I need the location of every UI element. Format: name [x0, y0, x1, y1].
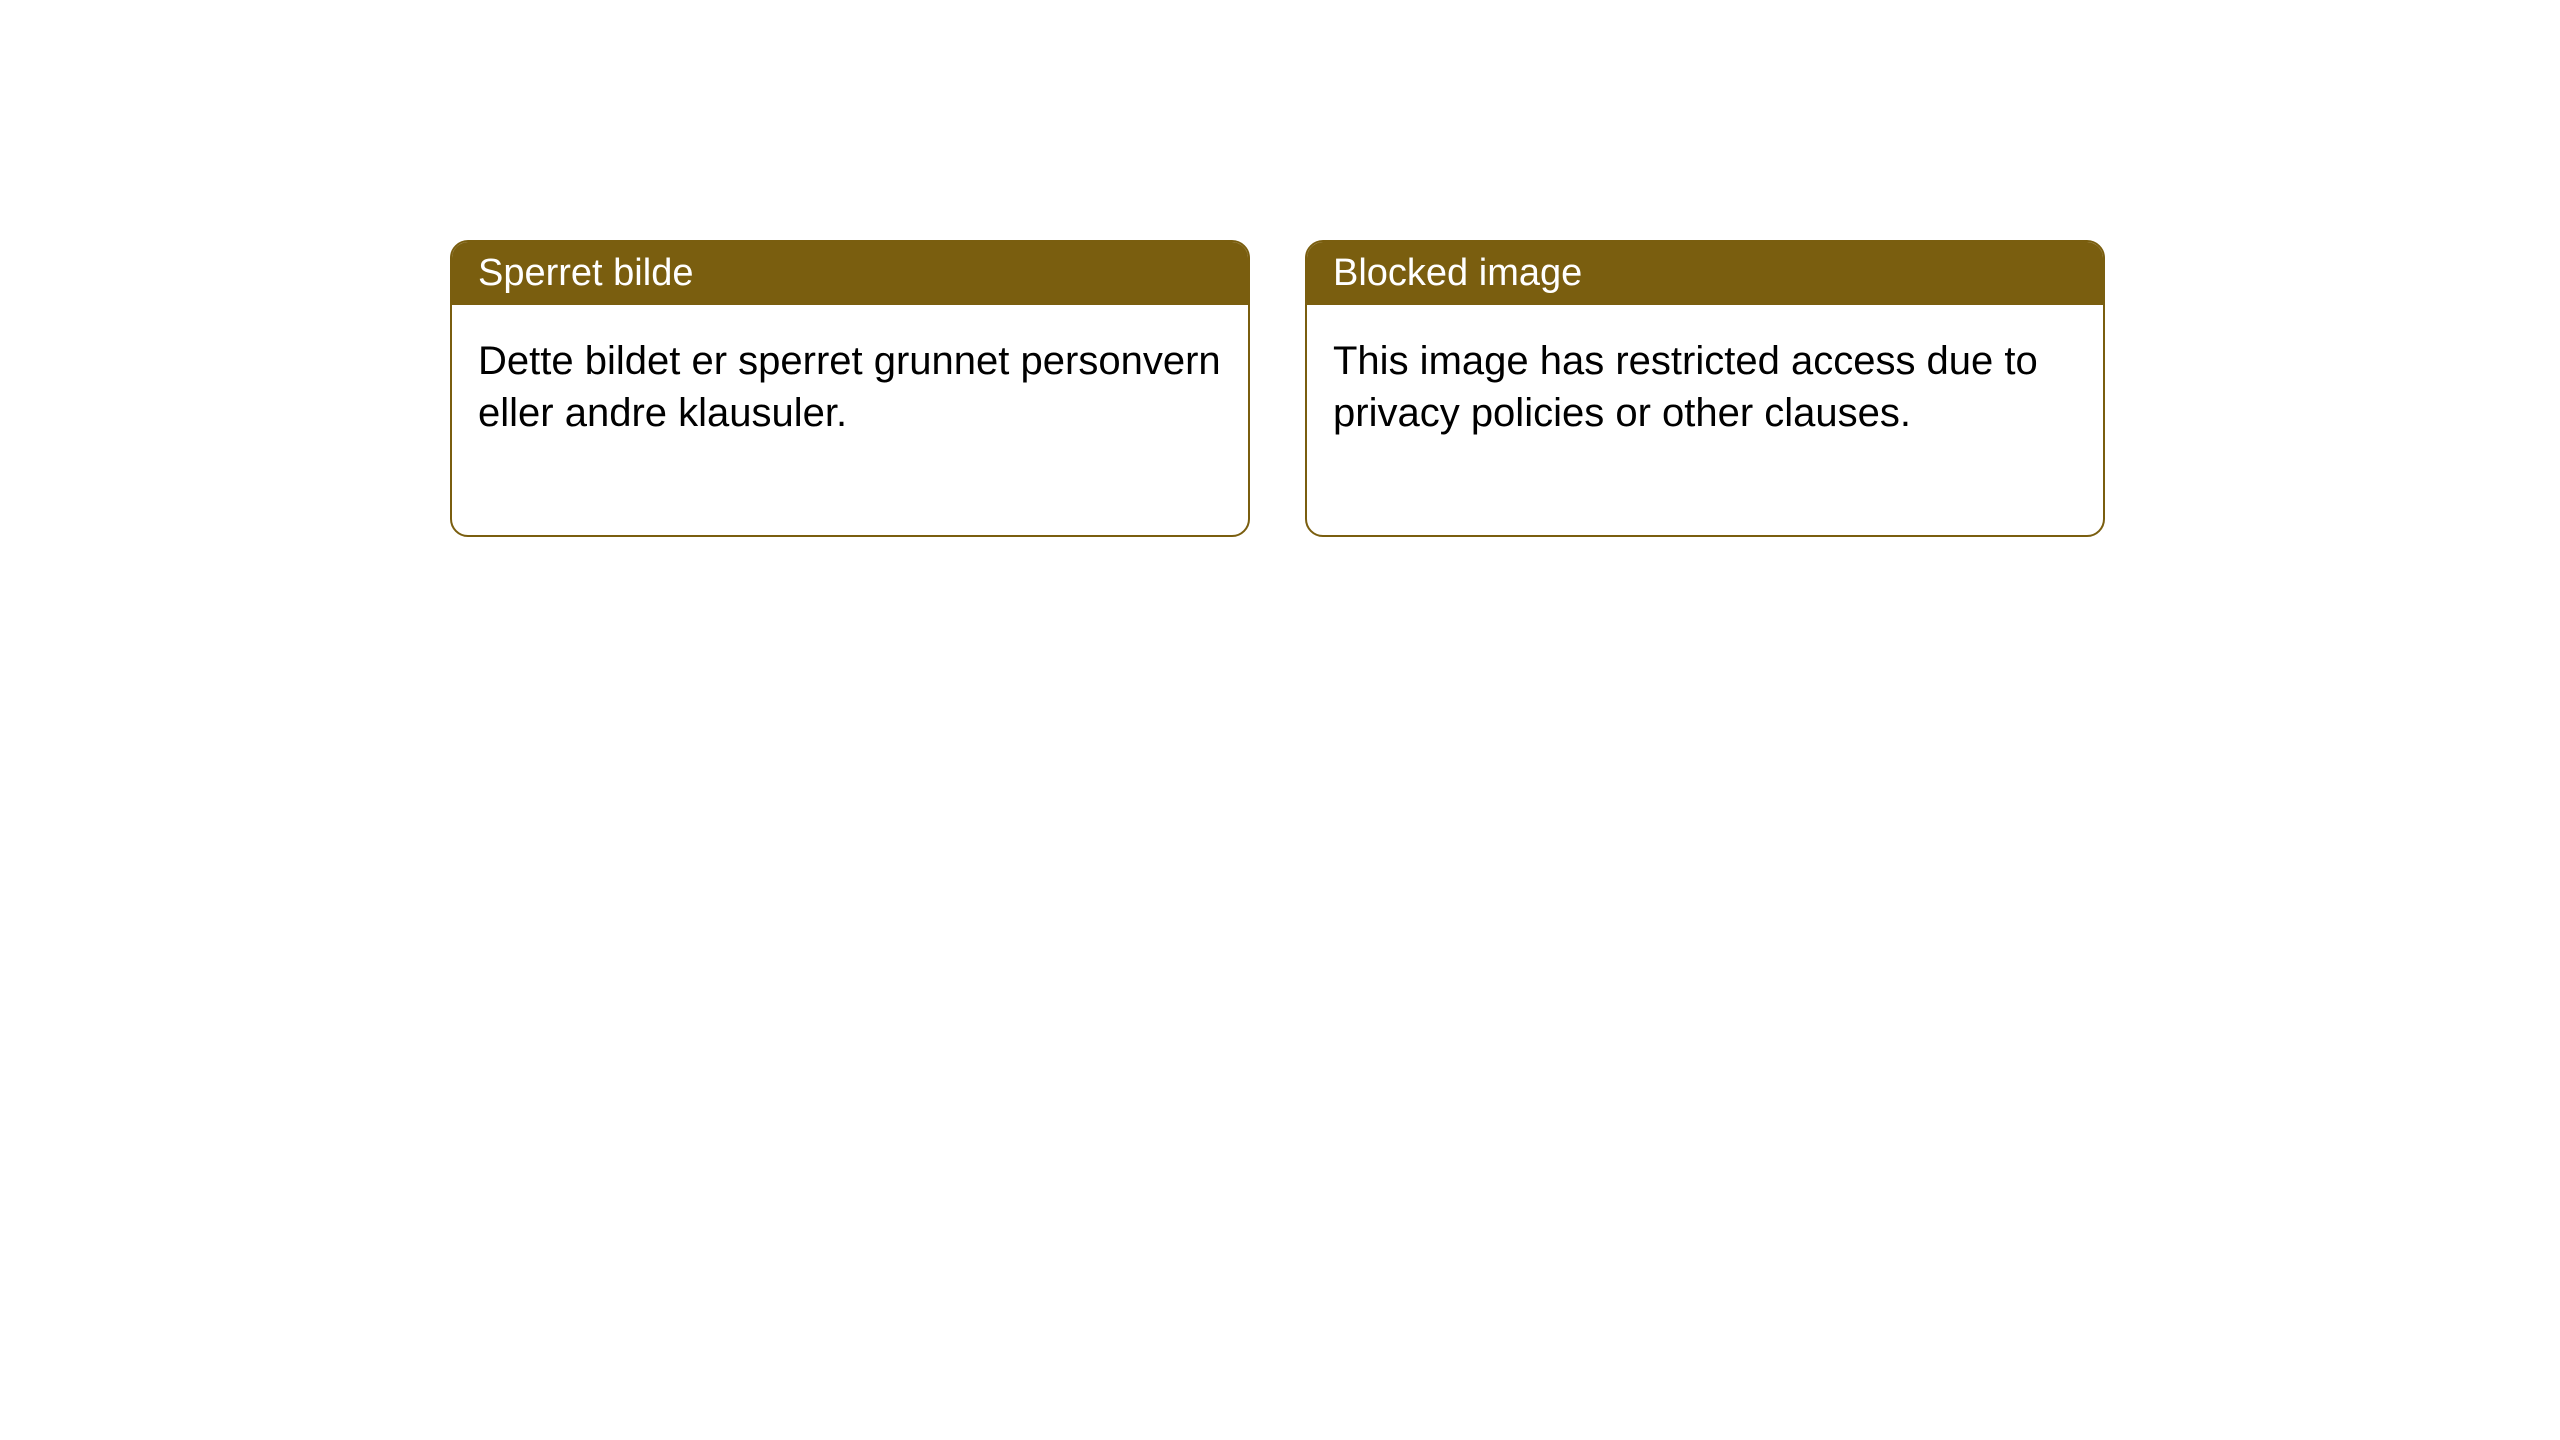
notice-card-english: Blocked image This image has restricted … — [1305, 240, 2105, 537]
notice-text-norwegian: Dette bildet er sperret grunnet personve… — [478, 339, 1221, 435]
notice-title-english: Blocked image — [1333, 252, 1582, 294]
notice-title-norwegian: Sperret bilde — [478, 252, 693, 294]
notice-container: Sperret bilde Dette bildet er sperret gr… — [450, 240, 2105, 537]
notice-text-english: This image has restricted access due to … — [1333, 339, 2038, 435]
notice-header-norwegian: Sperret bilde — [452, 242, 1248, 305]
notice-card-norwegian: Sperret bilde Dette bildet er sperret gr… — [450, 240, 1250, 537]
notice-header-english: Blocked image — [1307, 242, 2103, 305]
notice-body-norwegian: Dette bildet er sperret grunnet personve… — [452, 305, 1248, 535]
notice-body-english: This image has restricted access due to … — [1307, 305, 2103, 535]
